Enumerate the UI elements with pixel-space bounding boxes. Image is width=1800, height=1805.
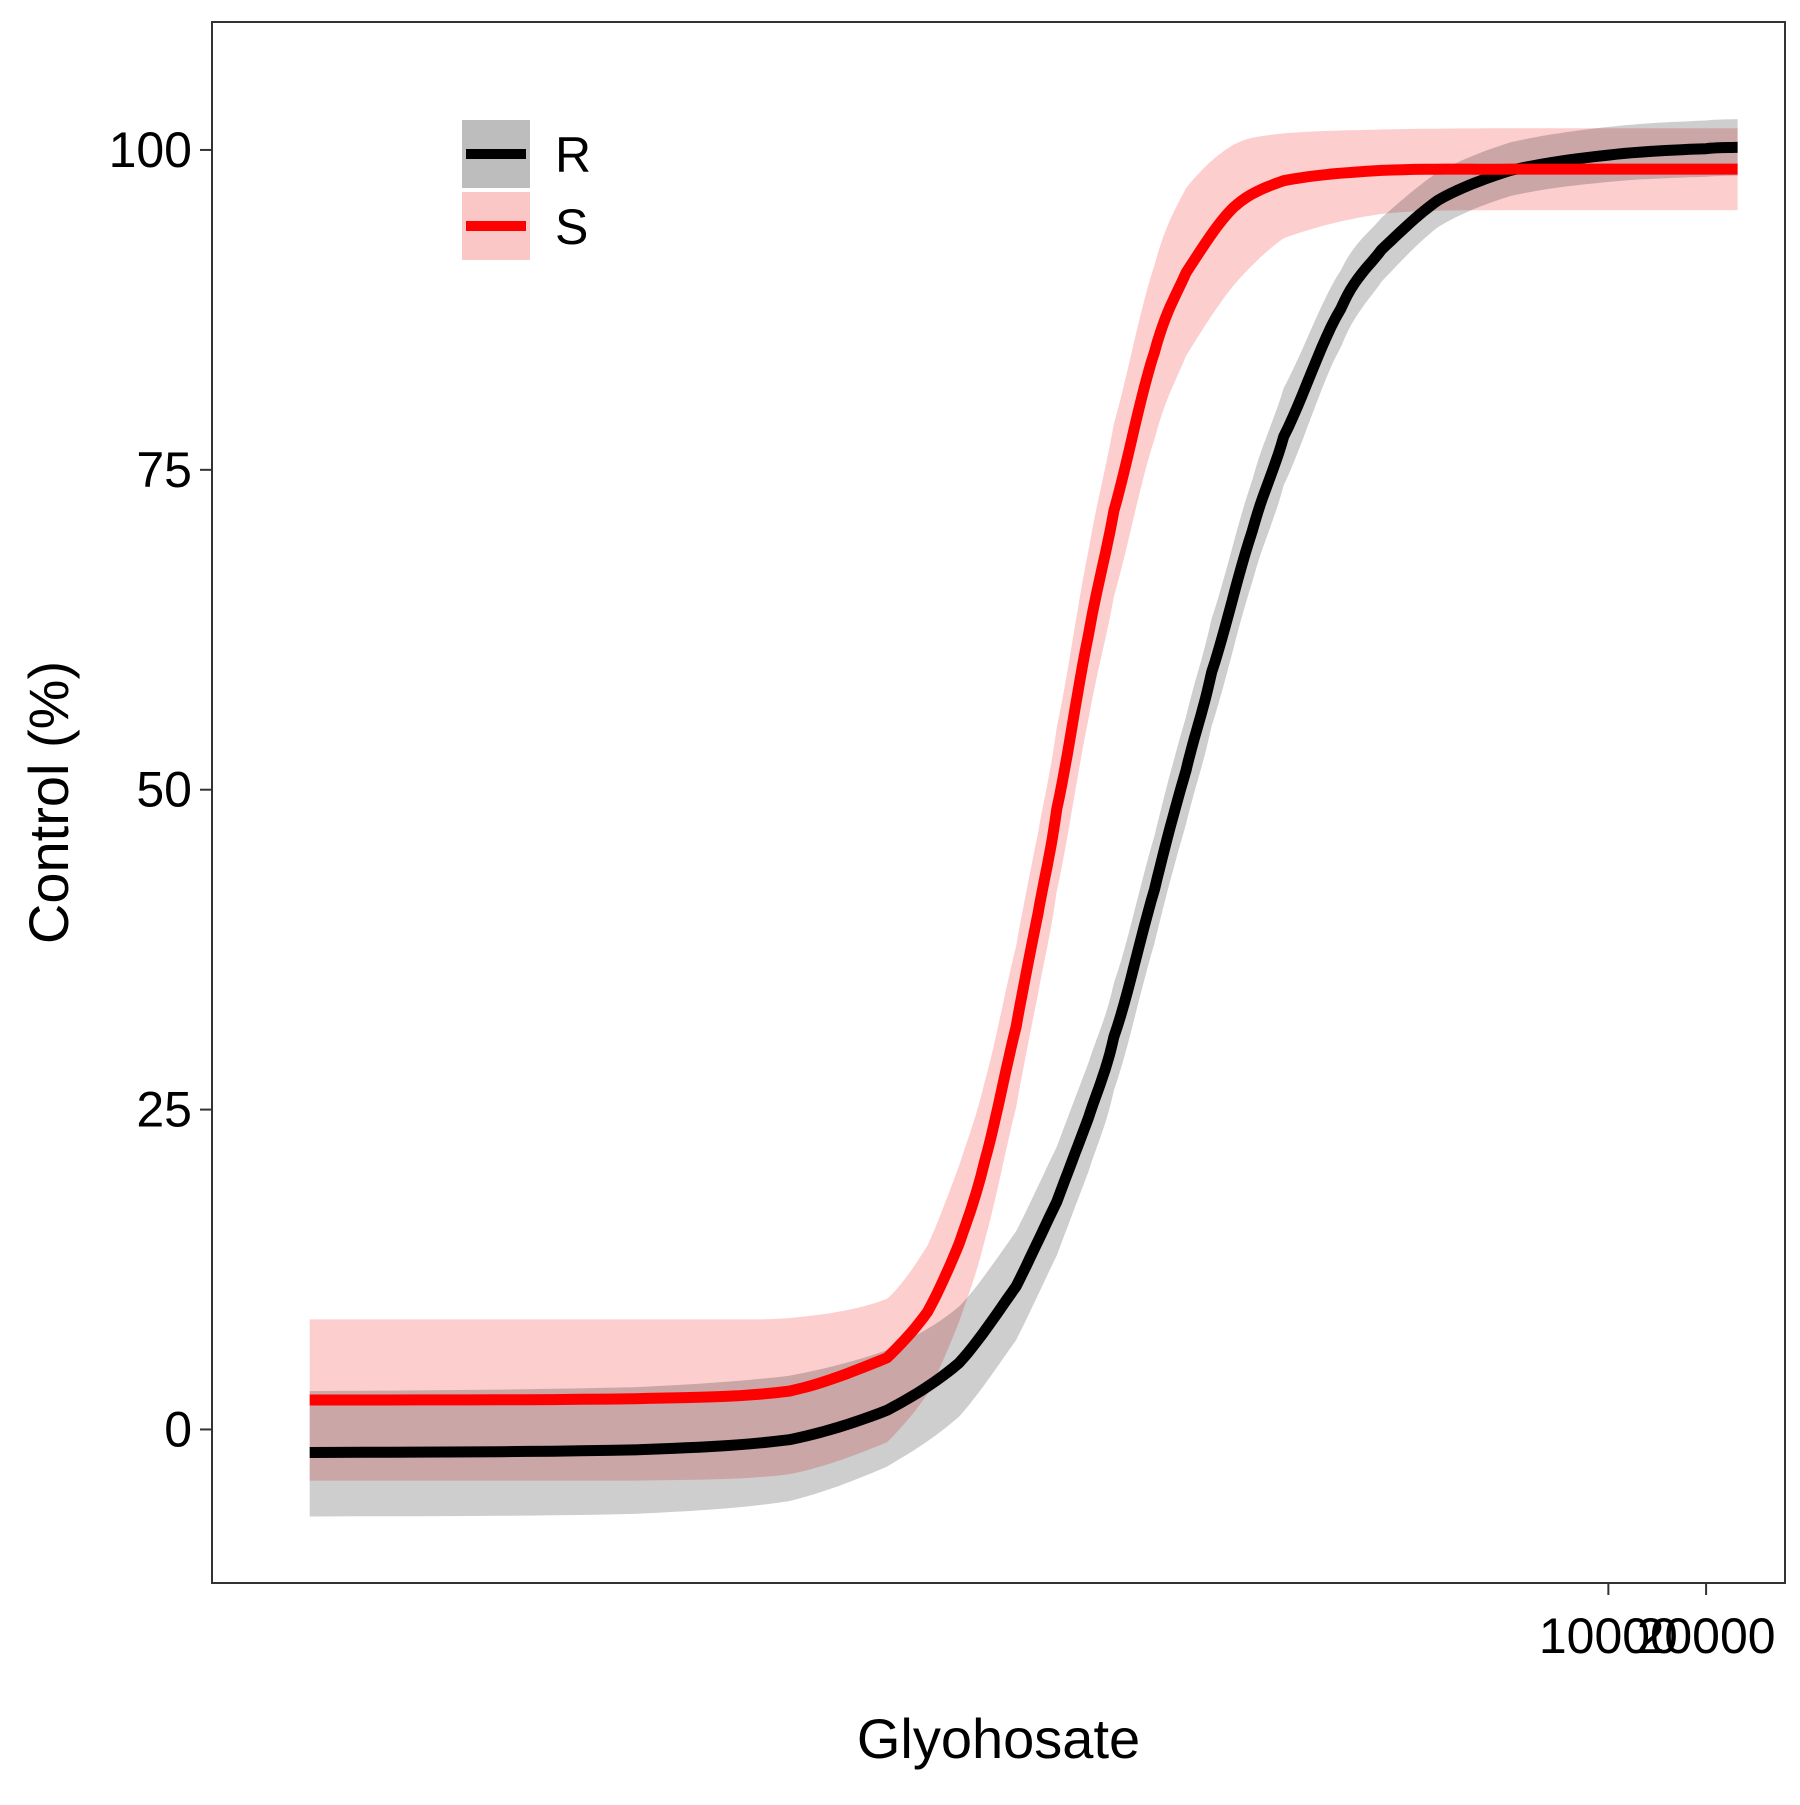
confidence-band-s [309,128,1738,1481]
confidence-bands [309,119,1738,1517]
y-tick-label: 50 [136,762,192,818]
y-tick-label: 75 [136,442,192,498]
legend-label: S [555,199,588,255]
confidence-band-r [309,119,1738,1517]
legend-label: R [555,127,591,183]
legend-item-s: S [462,192,588,260]
legend: RS [462,120,591,260]
curve-line-r [309,141,1741,1458]
x-tick-label: 20000 [1637,1608,1776,1664]
y-tick-label: 0 [164,1401,192,1457]
x-tick-label: 10000 [1539,1608,1678,1664]
curve-line-s [309,163,1738,1406]
plot-frame [211,21,1786,1584]
fitted-curves [309,141,1741,1458]
y-axis-title: Control (%) [17,661,80,944]
legend-item-r: R [462,120,591,188]
y-tick-label: 25 [136,1082,192,1138]
y-axis: 0 25 50 75 100 [109,122,212,1457]
y-tick-label: 100 [109,122,192,178]
x-axis-title: Glyohosate [857,1707,1140,1770]
